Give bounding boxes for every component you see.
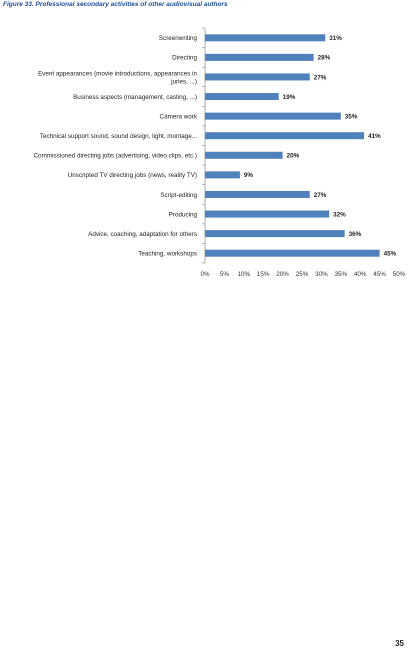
category-label-line: Commissioned directing jobs (advertising…: [34, 153, 197, 160]
bar: [205, 190, 310, 198]
category-label-line: Business aspects (management, casting, .…: [73, 94, 197, 101]
x-tick-label: 40%: [354, 271, 367, 278]
category-label: Unscripted TV directing jobs (news, real…: [68, 172, 197, 179]
page-number: 35: [395, 639, 404, 648]
value-label: 31%: [329, 35, 342, 42]
category-label-line: Producing: [169, 211, 198, 218]
value-label: 9%: [244, 172, 254, 179]
x-tick-label: 10%: [237, 271, 250, 278]
x-tick-label: 15%: [257, 271, 270, 278]
category-label: Business aspects (management, casting, .…: [73, 94, 197, 101]
category-label-line: Advice, coaching, adaptation for others: [88, 231, 197, 238]
bar-chart: 0% 5% 10% 15% 20% 25% 30% 35% 40% 45% 50% 31% Screen…: [34, 27, 406, 278]
value-label: 27%: [314, 74, 327, 81]
x-tick-label: 5%: [220, 271, 230, 278]
bar: [205, 132, 365, 140]
category-label: Camera work: [160, 113, 198, 120]
x-tick-label: 25%: [296, 271, 309, 278]
chart-bars: [205, 34, 380, 257]
bar: [205, 73, 310, 81]
category-label-line: Script-editing: [160, 192, 197, 199]
value-label: 27%: [314, 192, 327, 199]
value-label: 20%: [287, 153, 300, 160]
value-label: 19%: [283, 94, 296, 101]
category-label-line: Unscripted TV directing jobs (news, real…: [68, 172, 197, 179]
category-label-line: Screenwriting: [159, 35, 198, 42]
category-label: Producing: [169, 211, 198, 218]
chart-axes: [202, 27, 206, 264]
value-label: 41%: [368, 133, 381, 140]
category-label-line: Directing: [172, 55, 197, 62]
value-label: 45%: [384, 251, 397, 258]
bar: [205, 34, 326, 42]
category-label: Screenwriting: [159, 35, 198, 42]
bar: [205, 210, 330, 218]
x-tick-label: 0%: [200, 271, 210, 278]
category-label: Technical support sound, sound design, l…: [40, 133, 197, 140]
x-tick-label: 35%: [334, 271, 347, 278]
chart-labels: 0% 5% 10% 15% 20% 25% 30% 35% 40% 45% 50% 31% Screen…: [34, 35, 406, 278]
x-tick-label: 50%: [393, 271, 406, 278]
bar: [205, 112, 341, 120]
figure-title: Figure 33. Professional secondary activi…: [3, 1, 228, 8]
category-label: Directing: [172, 55, 197, 62]
bar: [205, 53, 314, 61]
value-label: 36%: [349, 231, 362, 238]
x-tick-label: 30%: [315, 271, 328, 278]
bar: [205, 171, 240, 179]
bar: [205, 249, 380, 257]
category-label: Teaching, workshops: [138, 251, 197, 258]
category-label-line: Camera work: [160, 113, 198, 120]
value-label: 28%: [318, 55, 331, 62]
category-label-line: Technical support sound, sound design, l…: [40, 133, 197, 140]
category-label: Event appearances (movie introductions, …: [38, 70, 197, 85]
x-tick-label: 45%: [373, 271, 386, 278]
value-label: 35%: [345, 113, 358, 120]
category-label: Commissioned directing jobs (advertising…: [34, 153, 197, 160]
category-label: Advice, coaching, adaptation for others: [88, 231, 197, 238]
value-label: 32%: [333, 211, 346, 218]
category-label-line: juries, ...): [170, 78, 197, 85]
category-label-line: Teaching, workshops: [138, 251, 197, 258]
category-label-line: Event appearances (movie introductions, …: [38, 70, 197, 77]
bar: [205, 230, 345, 238]
bar: [205, 93, 279, 101]
category-label: Script-editing: [160, 192, 197, 199]
x-tick-label: 20%: [276, 271, 289, 278]
bar: [205, 151, 283, 159]
